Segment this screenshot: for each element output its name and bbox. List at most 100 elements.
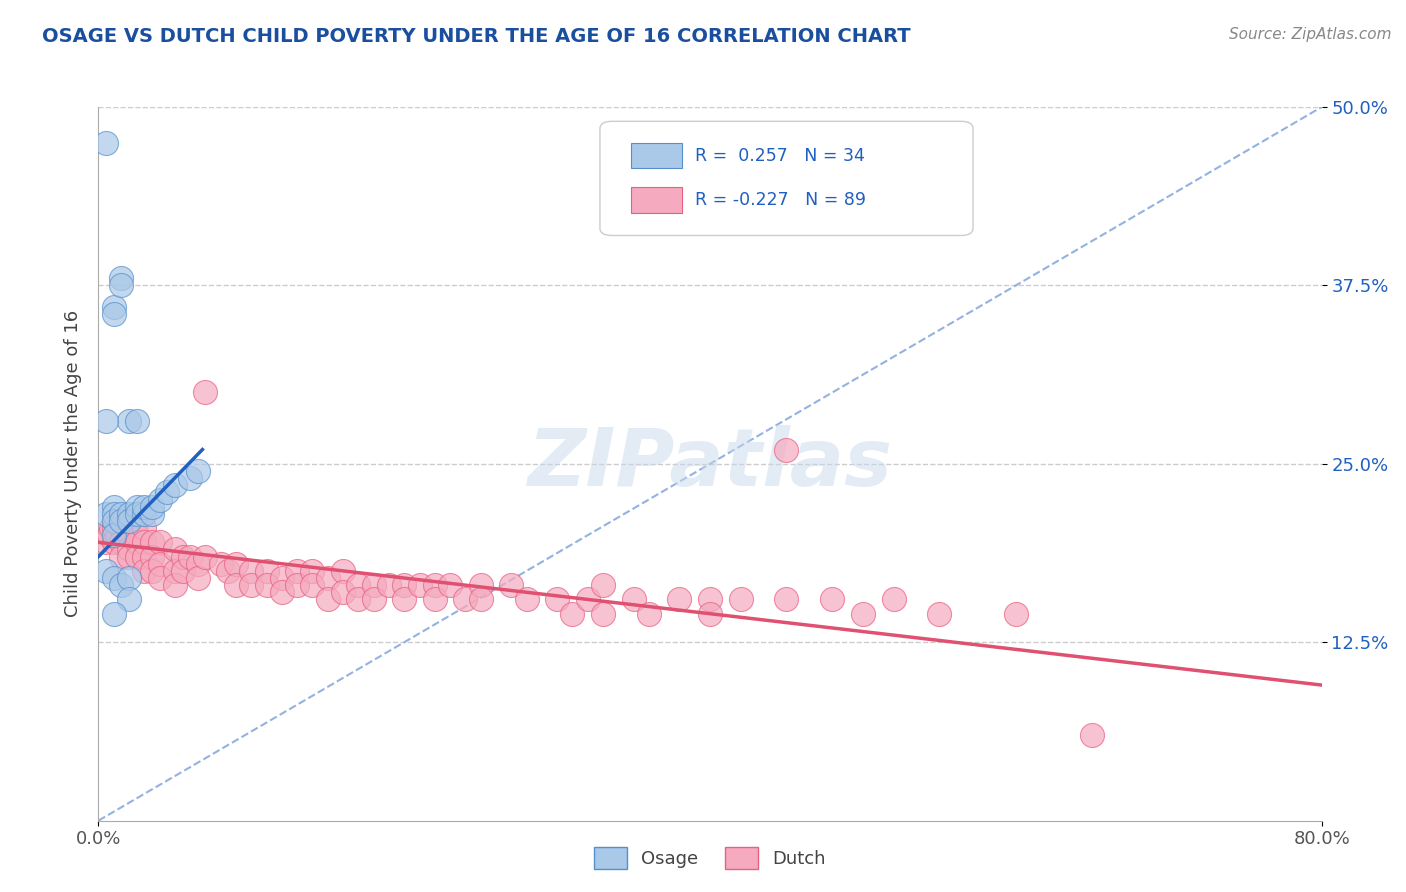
Point bbox=[110, 521, 132, 535]
Point bbox=[110, 578, 132, 592]
Point bbox=[125, 514, 148, 528]
Point bbox=[1004, 607, 1026, 621]
Point bbox=[576, 592, 599, 607]
Point bbox=[103, 535, 125, 549]
Point bbox=[423, 578, 446, 592]
Point bbox=[285, 564, 308, 578]
Point bbox=[392, 592, 416, 607]
Point bbox=[163, 542, 186, 557]
Point bbox=[454, 592, 477, 607]
Point bbox=[270, 571, 292, 585]
Point bbox=[134, 564, 156, 578]
FancyBboxPatch shape bbox=[630, 143, 682, 169]
Point bbox=[363, 592, 385, 607]
Point bbox=[256, 564, 278, 578]
Point bbox=[187, 571, 209, 585]
Point bbox=[775, 592, 797, 607]
Point bbox=[125, 414, 148, 428]
Point bbox=[94, 564, 117, 578]
Point bbox=[103, 607, 125, 621]
Point bbox=[141, 507, 163, 521]
Point bbox=[94, 507, 117, 521]
Point bbox=[141, 549, 163, 564]
Point bbox=[134, 535, 156, 549]
Point bbox=[408, 578, 430, 592]
Point bbox=[134, 521, 156, 535]
Point bbox=[928, 607, 950, 621]
Point bbox=[118, 514, 141, 528]
Point bbox=[149, 557, 172, 571]
Point bbox=[187, 557, 209, 571]
FancyBboxPatch shape bbox=[630, 187, 682, 212]
Point bbox=[103, 514, 125, 528]
Point bbox=[172, 564, 194, 578]
Point bbox=[301, 578, 323, 592]
Point bbox=[501, 578, 523, 592]
Legend: Osage, Dutch: Osage, Dutch bbox=[588, 839, 832, 876]
Point bbox=[194, 549, 217, 564]
Point bbox=[363, 578, 385, 592]
Point bbox=[217, 564, 239, 578]
Text: Source: ZipAtlas.com: Source: ZipAtlas.com bbox=[1229, 27, 1392, 42]
Point bbox=[118, 507, 141, 521]
Point bbox=[852, 607, 875, 621]
Point bbox=[592, 607, 614, 621]
Point bbox=[156, 485, 179, 500]
Text: ZIPatlas: ZIPatlas bbox=[527, 425, 893, 503]
Point bbox=[103, 500, 125, 514]
Point bbox=[98, 528, 121, 542]
Point bbox=[125, 500, 148, 514]
Point bbox=[270, 585, 292, 599]
Point bbox=[163, 578, 186, 592]
Point bbox=[94, 535, 117, 549]
Point bbox=[179, 549, 201, 564]
Point bbox=[141, 500, 163, 514]
Point bbox=[516, 592, 538, 607]
Point bbox=[100, 521, 122, 535]
Point bbox=[225, 557, 247, 571]
Point bbox=[118, 528, 141, 542]
Point bbox=[125, 507, 148, 521]
Point bbox=[149, 492, 172, 507]
Point bbox=[347, 592, 370, 607]
Point bbox=[110, 514, 132, 528]
Point bbox=[423, 592, 446, 607]
Point bbox=[225, 578, 247, 592]
Point bbox=[187, 464, 209, 478]
Point bbox=[118, 514, 141, 528]
Point bbox=[118, 571, 141, 585]
Point bbox=[378, 578, 401, 592]
Point bbox=[256, 578, 278, 592]
Point bbox=[316, 592, 339, 607]
Point bbox=[163, 478, 186, 492]
Point bbox=[103, 521, 125, 535]
Point bbox=[125, 549, 148, 564]
Point bbox=[392, 578, 416, 592]
Point bbox=[134, 549, 156, 564]
Point bbox=[134, 507, 156, 521]
Point bbox=[125, 528, 148, 542]
Point bbox=[94, 136, 117, 150]
Point bbox=[103, 507, 125, 521]
Point bbox=[1081, 728, 1104, 742]
Point bbox=[103, 307, 125, 321]
Point bbox=[546, 592, 568, 607]
Point bbox=[179, 471, 201, 485]
Point bbox=[240, 578, 263, 592]
Y-axis label: Child Poverty Under the Age of 16: Child Poverty Under the Age of 16 bbox=[63, 310, 82, 617]
Point bbox=[623, 592, 645, 607]
Point bbox=[118, 414, 141, 428]
Point bbox=[103, 514, 125, 528]
Point bbox=[470, 592, 492, 607]
Point bbox=[470, 578, 492, 592]
Point bbox=[149, 535, 172, 549]
Point bbox=[103, 528, 125, 542]
Point bbox=[194, 385, 217, 400]
Point bbox=[110, 271, 132, 285]
Point bbox=[103, 571, 125, 585]
Point bbox=[775, 442, 797, 457]
Point bbox=[439, 578, 461, 592]
Point bbox=[209, 557, 232, 571]
Point bbox=[699, 592, 721, 607]
Point bbox=[125, 535, 148, 549]
